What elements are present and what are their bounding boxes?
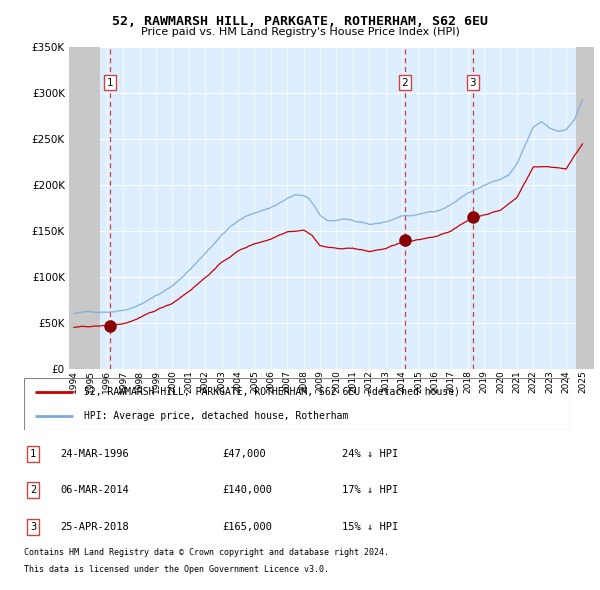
Text: 3: 3 [469,77,476,87]
Text: Contains HM Land Registry data © Crown copyright and database right 2024.: Contains HM Land Registry data © Crown c… [24,548,389,557]
Text: 17% ↓ HPI: 17% ↓ HPI [342,486,398,495]
Bar [69,47,100,369]
Text: £165,000: £165,000 [222,522,272,532]
Text: 2: 2 [30,486,36,495]
Bar [575,47,594,369]
Text: 3: 3 [30,522,36,532]
Text: £47,000: £47,000 [222,449,266,458]
Text: £140,000: £140,000 [222,486,272,495]
Text: Price paid vs. HM Land Registry's House Price Index (HPI): Price paid vs. HM Land Registry's House … [140,27,460,37]
Text: 24-MAR-1996: 24-MAR-1996 [60,449,129,458]
Text: 1: 1 [30,449,36,458]
Text: 24% ↓ HPI: 24% ↓ HPI [342,449,398,458]
Text: 15% ↓ HPI: 15% ↓ HPI [342,522,398,532]
Text: 52, RAWMARSH HILL, PARKGATE, ROTHERHAM, S62 6EU: 52, RAWMARSH HILL, PARKGATE, ROTHERHAM, … [112,15,488,28]
Text: HPI: Average price, detached house, Rotherham: HPI: Average price, detached house, Roth… [84,411,349,421]
Text: 1: 1 [107,77,113,87]
Text: 25-APR-2018: 25-APR-2018 [60,522,129,532]
Text: 06-MAR-2014: 06-MAR-2014 [60,486,129,495]
Text: This data is licensed under the Open Government Licence v3.0.: This data is licensed under the Open Gov… [24,565,329,573]
Text: 2: 2 [401,77,408,87]
Text: 52, RAWMARSH HILL, PARKGATE, ROTHERHAM, S62 6EU (detached house): 52, RAWMARSH HILL, PARKGATE, ROTHERHAM, … [84,386,460,396]
